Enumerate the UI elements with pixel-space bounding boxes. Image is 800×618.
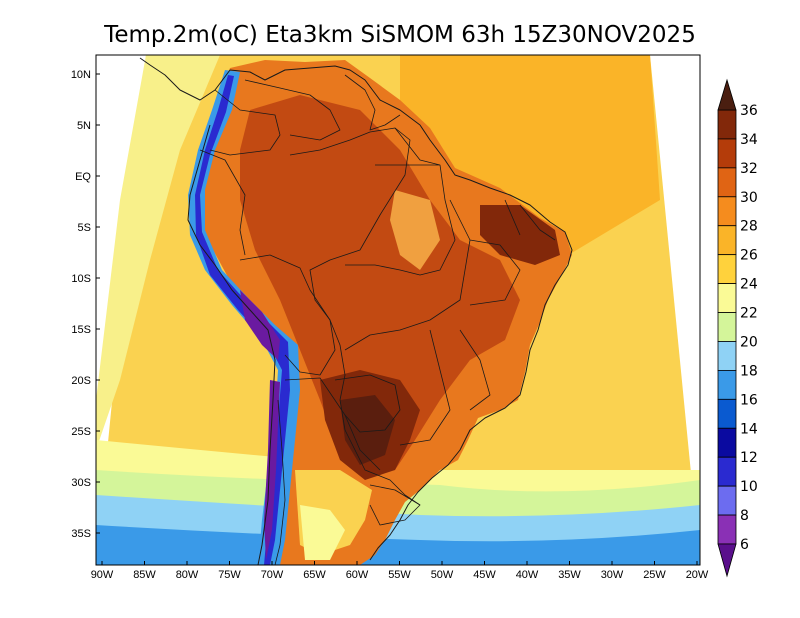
- map-frame: [95, 54, 701, 566]
- paraguay-border: [334, 374, 401, 433]
- lon-tick-label: 75W: [218, 569, 241, 581]
- colorbar-label: 26: [740, 248, 758, 264]
- colorbar-band: [717, 312, 737, 342]
- colorbar-band: [717, 283, 737, 313]
- colorbar-label: 16: [740, 392, 758, 408]
- colorbar-label: 18: [740, 363, 758, 379]
- lon-tick-label: 70W: [261, 569, 284, 581]
- colorbar-band: [717, 398, 737, 429]
- lon-tick-label: 30W: [601, 569, 624, 581]
- colorbar-label: 32: [740, 161, 758, 177]
- colorbar-band: [717, 485, 737, 516]
- southern-andes-cold: [264, 380, 280, 560]
- colorbar-band: [717, 167, 737, 198]
- colorbar-label: 28: [740, 219, 758, 235]
- colorbar-band: [717, 254, 737, 285]
- colorbar-band: [717, 369, 737, 400]
- hot-core-32: [240, 95, 520, 475]
- colorbar-label: 36: [740, 103, 758, 119]
- colorbar-label: 10: [740, 479, 758, 495]
- colorbar-label: 20: [740, 334, 758, 350]
- latitude-axis: 10N 5N EQ 5S 10S 15S 20S 25S 30S 35S: [71, 69, 100, 540]
- colorbar-label: 12: [740, 450, 758, 466]
- lat-tick-label: 30S: [71, 477, 91, 489]
- pacific-cool-band: [96, 55, 220, 450]
- altiplano-cold: [240, 290, 280, 360]
- argentina-north-border: [284, 377, 381, 471]
- lon-tick-label: 45W: [473, 569, 496, 581]
- lat-tick-label: 10N: [71, 69, 91, 81]
- lon-tick-label: 35W: [558, 569, 581, 581]
- colorbar-band: [717, 514, 737, 545]
- lon-tick-label: 65W: [303, 569, 326, 581]
- peru-border: [199, 149, 246, 256]
- colorbar-label: 6: [740, 537, 749, 553]
- colorbar-band: [717, 196, 737, 227]
- colorbar-label: 30: [740, 190, 758, 206]
- lon-tick-label: 90W: [91, 569, 114, 581]
- brazil-border: [289, 127, 421, 506]
- guianas-border: [344, 74, 401, 131]
- lat-tick-label: EQ: [75, 171, 91, 183]
- andes-cold-outer: [188, 70, 300, 565]
- lon-tick-label: 85W: [133, 569, 156, 581]
- amazon-cooler-patch: [390, 190, 440, 270]
- venezuela-border: [244, 79, 341, 141]
- lat-tick-label: 25S: [71, 426, 91, 438]
- lat-tick-label: 5N: [77, 120, 91, 132]
- colorbar-band: [717, 427, 737, 458]
- brazil-state-lines: [344, 127, 556, 446]
- lon-tick-label: 50W: [431, 569, 454, 581]
- southern-cone-24: [300, 505, 345, 560]
- colorbar-band: [717, 138, 737, 169]
- lat-tick-label: 5S: [78, 222, 91, 234]
- coastline: [139, 57, 573, 561]
- colorbar-band: [717, 225, 737, 256]
- uruguay-border: [369, 484, 421, 526]
- lat-tick-label: 15S: [71, 324, 91, 336]
- longitude-axis: 90W 85W 80W 75W 70W 65W 60W 55W 50W 45W 40W 35W 30W 2…: [91, 561, 709, 581]
- colorbar-label: 24: [740, 277, 758, 293]
- colorbar-min-arrow: [717, 543, 737, 578]
- colorbar-band: [717, 456, 737, 487]
- political-borders: [139, 57, 573, 566]
- lon-tick-label: 55W: [388, 569, 411, 581]
- lon-tick-label: 20W: [686, 569, 709, 581]
- colorbar: 36 34 32 30 28 26 24 22 20 18 16 14 12 10 8 6: [717, 78, 758, 578]
- colorbar-band: [717, 109, 737, 140]
- temperature-field: [96, 55, 700, 565]
- lon-tick-label: 80W: [176, 569, 199, 581]
- lat-tick-label: 20S: [71, 375, 91, 387]
- colorbar-label: 22: [740, 306, 758, 322]
- map-title: Temp.2m(oC) Eta3km SiSMOM 63h 15Z30NOV20…: [103, 22, 696, 48]
- southern-ocean-18: [96, 525, 700, 565]
- lon-tick-label: 60W: [346, 569, 369, 581]
- colorbar-band: [717, 341, 737, 371]
- pacific-coastline: [187, 124, 276, 566]
- bolivia-border: [239, 254, 336, 376]
- colorbar-max-arrow: [717, 78, 737, 111]
- chile-argentina-border: [274, 399, 286, 566]
- lon-tick-label: 25W: [643, 569, 666, 581]
- lat-tick-label: 35S: [71, 528, 91, 540]
- colorbar-label: 14: [740, 421, 758, 437]
- lat-tick-label: 10S: [71, 273, 91, 285]
- colorbar-label: 8: [740, 508, 749, 524]
- colombia-border: [209, 89, 281, 156]
- colorbar-label: 34: [740, 132, 758, 148]
- lon-tick-label: 40W: [516, 569, 539, 581]
